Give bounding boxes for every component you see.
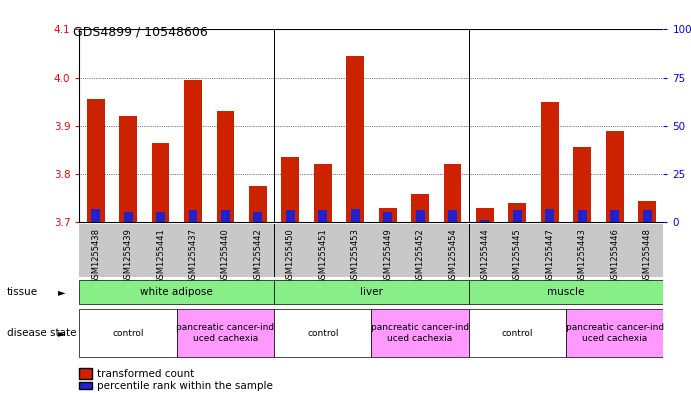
Bar bbox=[124, 213, 133, 222]
Text: control: control bbox=[307, 329, 339, 338]
Text: percentile rank within the sample: percentile rank within the sample bbox=[97, 380, 273, 391]
Bar bbox=[346, 56, 364, 222]
Bar bbox=[448, 211, 457, 222]
Text: pancreatic cancer-ind
uced cachexia: pancreatic cancer-ind uced cachexia bbox=[566, 323, 664, 343]
Bar bbox=[286, 211, 295, 222]
Bar bbox=[221, 211, 230, 222]
Text: GSM1255437: GSM1255437 bbox=[189, 228, 198, 284]
Bar bbox=[480, 220, 489, 222]
Bar bbox=[319, 211, 328, 222]
Bar bbox=[468, 279, 663, 304]
Text: GSM1255449: GSM1255449 bbox=[383, 228, 392, 284]
Bar bbox=[476, 208, 494, 222]
Bar bbox=[509, 203, 527, 222]
Text: tissue: tissue bbox=[7, 287, 38, 297]
Bar bbox=[384, 213, 392, 222]
Bar bbox=[177, 310, 274, 357]
Bar bbox=[578, 211, 587, 222]
Text: pancreatic cancer-ind
uced cachexia: pancreatic cancer-ind uced cachexia bbox=[371, 323, 469, 343]
Text: GDS4899 / 10548606: GDS4899 / 10548606 bbox=[73, 26, 207, 39]
Text: white adipose: white adipose bbox=[140, 287, 213, 297]
Bar bbox=[79, 310, 177, 357]
Text: GSM1255442: GSM1255442 bbox=[254, 228, 263, 284]
Text: GSM1255450: GSM1255450 bbox=[286, 228, 295, 284]
Bar bbox=[411, 194, 429, 222]
Bar bbox=[351, 209, 359, 222]
Text: GSM1255444: GSM1255444 bbox=[480, 228, 489, 284]
Bar bbox=[156, 213, 165, 222]
Bar bbox=[574, 147, 591, 222]
Bar bbox=[254, 213, 263, 222]
Bar bbox=[606, 130, 623, 222]
Text: muscle: muscle bbox=[547, 287, 585, 297]
Bar bbox=[249, 186, 267, 222]
Bar bbox=[513, 211, 522, 222]
Bar bbox=[566, 310, 663, 357]
Bar bbox=[371, 310, 468, 357]
Text: GSM1255439: GSM1255439 bbox=[124, 228, 133, 284]
Text: GSM1255438: GSM1255438 bbox=[91, 228, 100, 284]
Bar bbox=[379, 208, 397, 222]
Text: GSM1255448: GSM1255448 bbox=[643, 228, 652, 284]
Text: control: control bbox=[113, 329, 144, 338]
Text: GSM1255446: GSM1255446 bbox=[610, 228, 619, 284]
Text: GSM1255453: GSM1255453 bbox=[351, 228, 360, 284]
Bar bbox=[151, 143, 169, 222]
Bar bbox=[643, 211, 652, 222]
Bar bbox=[314, 164, 332, 222]
Text: transformed count: transformed count bbox=[97, 369, 194, 379]
Bar bbox=[189, 211, 198, 222]
Bar bbox=[541, 102, 559, 222]
Text: GSM1255440: GSM1255440 bbox=[221, 228, 230, 284]
Bar bbox=[468, 310, 566, 357]
Bar bbox=[545, 209, 554, 222]
Bar bbox=[120, 116, 137, 222]
Bar bbox=[638, 201, 656, 222]
Bar bbox=[281, 157, 299, 222]
Text: disease state: disease state bbox=[7, 328, 77, 338]
Text: GSM1255443: GSM1255443 bbox=[578, 228, 587, 284]
Bar bbox=[91, 209, 100, 222]
Bar bbox=[79, 279, 274, 304]
Text: GSM1255452: GSM1255452 bbox=[415, 228, 424, 284]
Text: GSM1255454: GSM1255454 bbox=[448, 228, 457, 284]
Bar bbox=[610, 211, 619, 222]
Text: GSM1255451: GSM1255451 bbox=[319, 228, 328, 284]
Text: GSM1255447: GSM1255447 bbox=[545, 228, 554, 284]
Bar bbox=[184, 80, 202, 222]
Bar bbox=[274, 310, 371, 357]
Text: GSM1255441: GSM1255441 bbox=[156, 228, 165, 284]
Text: ►: ► bbox=[58, 287, 66, 297]
Bar bbox=[274, 279, 468, 304]
Text: control: control bbox=[502, 329, 533, 338]
Text: ►: ► bbox=[58, 328, 66, 338]
Text: GSM1255445: GSM1255445 bbox=[513, 228, 522, 284]
Text: pancreatic cancer-ind
uced cachexia: pancreatic cancer-ind uced cachexia bbox=[176, 323, 274, 343]
Bar bbox=[415, 211, 424, 222]
Text: liver: liver bbox=[360, 287, 383, 297]
Bar bbox=[444, 164, 462, 222]
Bar bbox=[87, 99, 104, 222]
Bar bbox=[216, 111, 234, 222]
